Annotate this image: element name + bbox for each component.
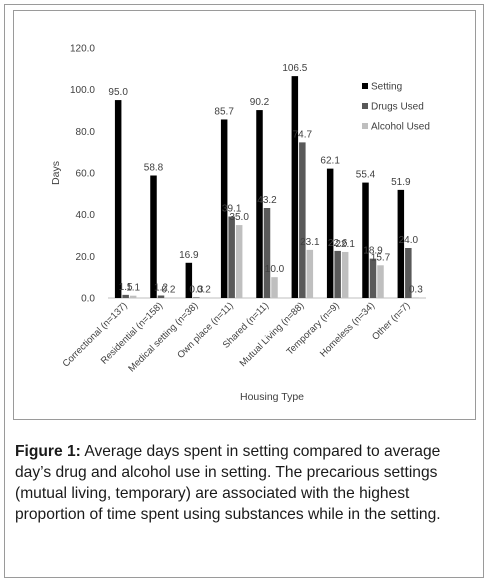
x-axis-title: Housing Type xyxy=(240,391,304,403)
y-tick-label-0: 0.0 xyxy=(81,294,95,305)
data-label-drugs-used-3: 39.1 xyxy=(222,204,242,215)
bar-drugs-used-7 xyxy=(369,258,377,298)
bar-alcohol-used-7 xyxy=(377,265,384,298)
bar-alcohol-used-6 xyxy=(341,251,349,298)
bar-alcohol-used-0 xyxy=(129,295,137,298)
data-label-setting-2: 16.9 xyxy=(179,250,199,261)
data-label-drugs-used-7: 18.9 xyxy=(363,246,383,257)
bar-alcohol-used-4 xyxy=(271,277,278,298)
bar-chart: 0.0 20.0 40.0 60.0 80.0 100.0 120.0 95.0 58.8 16… xyxy=(50,44,430,404)
bar-setting-0 xyxy=(114,100,122,298)
bar-setting-8 xyxy=(397,189,405,298)
data-label-setting-7: 55.4 xyxy=(356,170,376,181)
legend-swatch-2 xyxy=(362,123,368,129)
bar-setting-5 xyxy=(291,76,299,298)
x-tick-label-8: Other (n=7) xyxy=(370,300,412,342)
data-label-alcohol-used-4: 10.0 xyxy=(265,264,285,275)
data-label-setting-6: 62.1 xyxy=(320,156,340,167)
bar-drugs-used-4 xyxy=(263,208,271,298)
data-label-drugs-used-2: 0.3 xyxy=(189,284,203,295)
figure-container: 0.0 20.0 40.0 60.0 80.0 100.0 120.0 95.0 58.8 16… xyxy=(4,4,484,578)
data-label-drugs-used-6: 22.6 xyxy=(328,238,348,249)
bar-setting-6 xyxy=(326,168,334,298)
y-tick-label-1: 20.0 xyxy=(76,252,96,263)
data-labels-group: 95.0 58.8 16.9 85.7 90.2 106.5 62.1 55.4 51.9 1.5… xyxy=(108,63,423,295)
data-label-alcohol-used-7: 15.7 xyxy=(371,252,391,263)
data-label-drugs-used-8: 24.0 xyxy=(399,235,419,246)
caption-text: Average days spent in setting compared t… xyxy=(15,443,441,523)
bar-drugs-used-8 xyxy=(405,248,412,298)
data-label-drugs-used-5: 74.7 xyxy=(293,129,313,140)
data-label-alcohol-used-8: 0.3 xyxy=(409,284,423,295)
y-tick-label-6: 120.0 xyxy=(70,44,95,55)
legend-label-2: Alcohol Used xyxy=(371,122,430,133)
x-tick-label-2: Medical setting (n=38) xyxy=(126,300,200,374)
legend-label-0: Setting xyxy=(371,82,402,93)
data-label-drugs-used-4: 43.2 xyxy=(257,195,277,206)
data-label-alcohol-used-3: 35.0 xyxy=(229,212,249,223)
bar-drugs-used-3 xyxy=(228,216,235,298)
y-tick-label-5: 100.0 xyxy=(70,85,95,96)
data-label-alcohol-used-5: 23.1 xyxy=(300,237,320,248)
bars-group xyxy=(114,76,420,298)
y-tick-label-2: 40.0 xyxy=(76,210,96,221)
data-label-setting-0: 95.0 xyxy=(108,87,128,98)
data-label-alcohol-used-1: 0.2 xyxy=(162,285,176,296)
bar-drugs-used-5 xyxy=(299,142,306,298)
legend-swatch-0 xyxy=(362,83,368,89)
x-tick-label-1: Residential (n=158) xyxy=(99,300,165,366)
y-tick-label-4: 80.0 xyxy=(76,127,96,138)
data-label-alcohol-used-0: 1.1 xyxy=(126,283,140,294)
x-axis-tick-labels: Correctional (n=137)Residential (n=158)M… xyxy=(61,300,413,374)
bar-setting-1 xyxy=(150,175,157,298)
data-label-drugs-used-0: 1.5 xyxy=(119,282,133,293)
bar-setting-2 xyxy=(185,262,193,298)
bar-alcohol-used-3 xyxy=(235,225,243,298)
chart-area: 0.0 20.0 40.0 60.0 80.0 100.0 120.0 95.0 58.8 16… xyxy=(13,10,476,420)
legend: Setting Drugs Used Alcohol Used xyxy=(362,82,430,133)
y-tick-label-3: 60.0 xyxy=(76,169,96,180)
bar-setting-3 xyxy=(220,119,228,298)
data-label-setting-5: 106.5 xyxy=(282,63,307,74)
x-tick-label-0: Correctional (n=137) xyxy=(61,300,130,369)
legend-swatch-1 xyxy=(362,103,368,109)
caption-label: Figure 1: xyxy=(15,443,81,460)
data-label-setting-3: 85.7 xyxy=(214,106,234,117)
data-label-setting-1: 58.8 xyxy=(144,163,164,174)
bar-drugs-used-2 xyxy=(193,297,200,298)
data-label-setting-8: 51.9 xyxy=(391,177,411,188)
bar-drugs-used-6 xyxy=(334,250,341,298)
data-label-setting-4: 90.2 xyxy=(250,97,270,108)
bar-setting-7 xyxy=(362,182,369,298)
bar-alcohol-used-8 xyxy=(412,297,420,298)
x-tick-label-5: Mutual Living (n=88) xyxy=(238,300,307,369)
data-label-alcohol-used-6: 22.1 xyxy=(335,239,355,250)
y-axis-title: Days xyxy=(50,161,62,185)
y-axis-ticks: 0.0 20.0 40.0 60.0 80.0 100.0 120.0 xyxy=(70,44,95,305)
legend-label-1: Drugs Used xyxy=(371,102,424,113)
data-label-alcohol-used-2: 0.2 xyxy=(197,285,211,296)
bar-setting-4 xyxy=(256,110,263,298)
data-label-drugs-used-1: 1.2 xyxy=(154,283,168,294)
bar-alcohol-used-5 xyxy=(306,249,314,298)
figure-caption: Figure 1: Average days spent in setting … xyxy=(15,441,475,525)
bar-drugs-used-0 xyxy=(122,294,129,298)
bar-drugs-used-1 xyxy=(157,295,165,298)
